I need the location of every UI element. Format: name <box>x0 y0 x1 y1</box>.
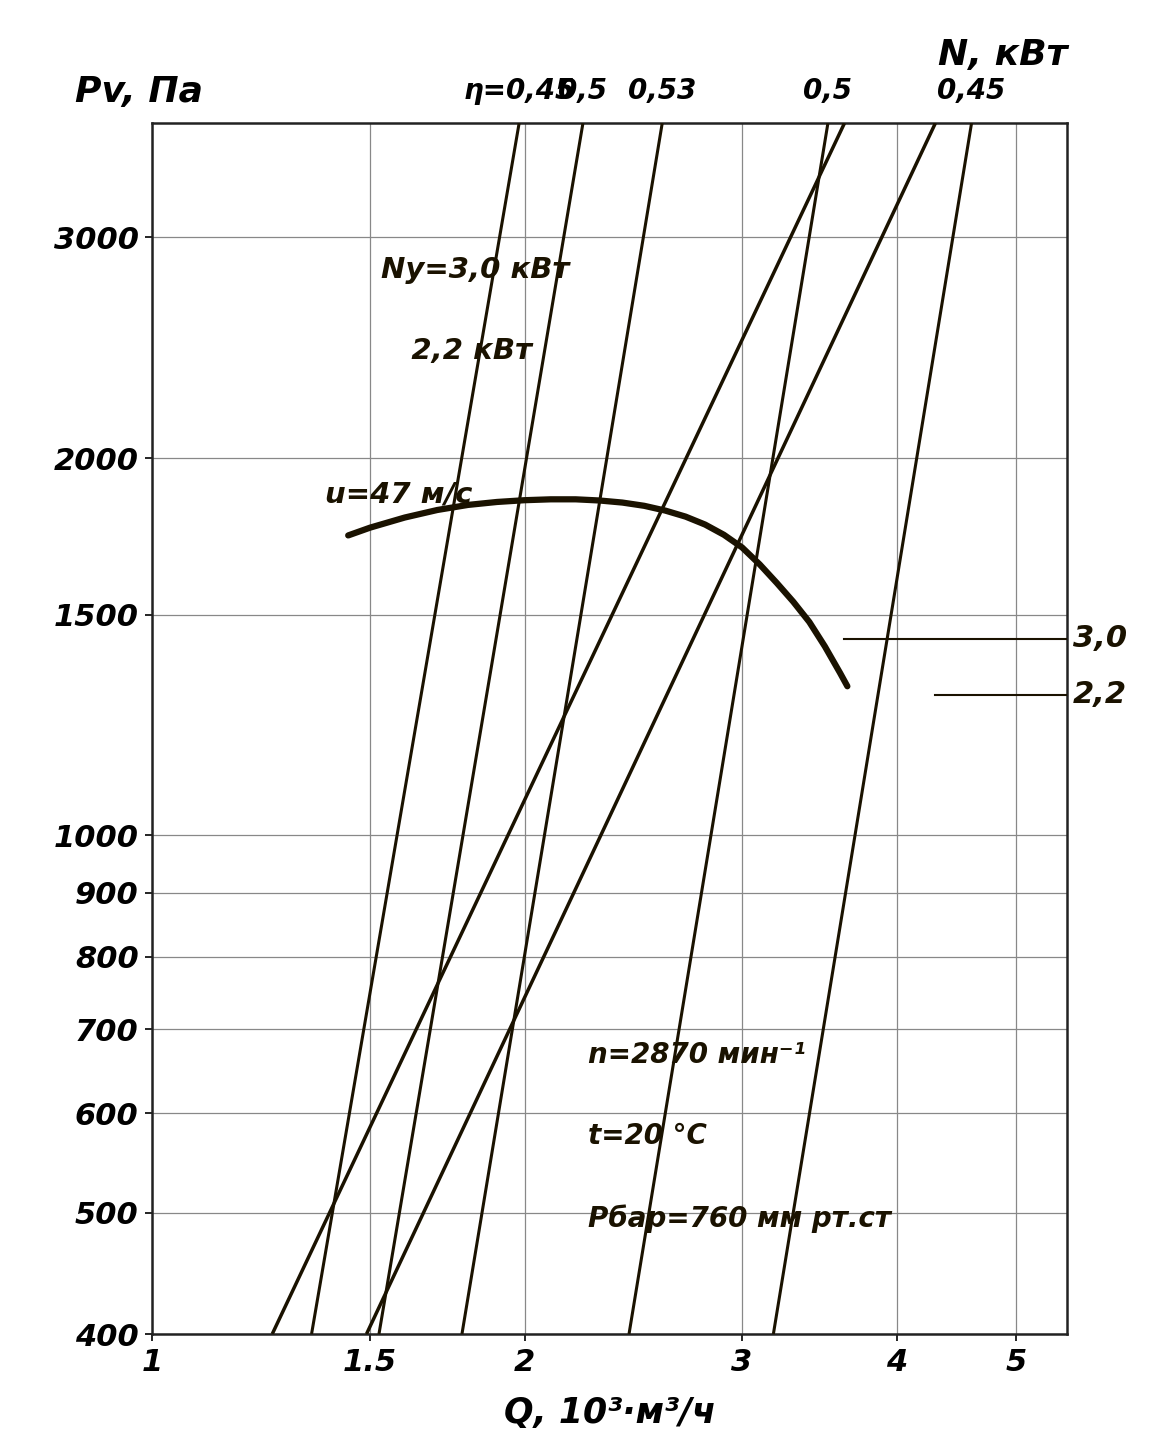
Text: t=20 °C: t=20 °C <box>588 1122 706 1150</box>
Text: 0,45: 0,45 <box>937 77 1005 104</box>
Text: Рбар=760 мм рт.ст: Рбар=760 мм рт.ст <box>588 1204 890 1232</box>
Text: 0,5: 0,5 <box>804 77 853 104</box>
Text: Pv, Па: Pv, Па <box>75 75 203 109</box>
Text: 0,5: 0,5 <box>558 77 608 104</box>
Text: 2,2: 2,2 <box>1073 680 1127 709</box>
Text: Ny=3,0 кВт: Ny=3,0 кВт <box>381 255 569 284</box>
Text: 2,2 кВт: 2,2 кВт <box>381 336 531 364</box>
X-axis label: Q, 10³·м³/ч: Q, 10³·м³/ч <box>504 1396 716 1430</box>
Text: η=0,45: η=0,45 <box>463 77 575 104</box>
Text: 0,53: 0,53 <box>628 77 697 104</box>
Text: u=47 м/с: u=47 м/с <box>325 480 473 509</box>
Text: 3,0: 3,0 <box>1073 625 1127 654</box>
Text: N, кВт: N, кВт <box>937 38 1067 72</box>
Text: n=2870 мин⁻¹: n=2870 мин⁻¹ <box>588 1041 806 1069</box>
